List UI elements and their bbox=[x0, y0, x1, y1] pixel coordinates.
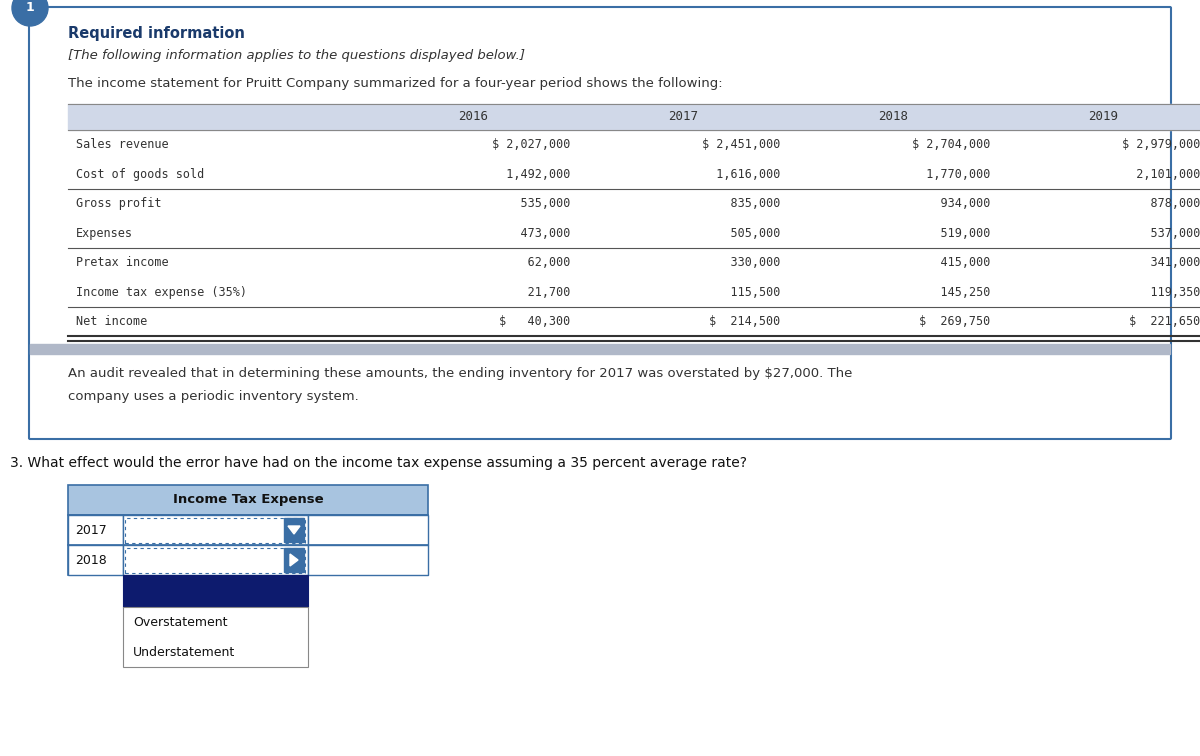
Text: Net income: Net income bbox=[76, 315, 148, 328]
Text: 878,000: 878,000 bbox=[1122, 197, 1200, 210]
Text: 1,492,000: 1,492,000 bbox=[492, 168, 570, 181]
Text: 3. What effect would the error have had on the income tax expense assuming a 35 : 3. What effect would the error have had … bbox=[10, 456, 746, 470]
Bar bbox=[308, 515, 428, 545]
Bar bbox=[68, 515, 124, 545]
Text: 2016: 2016 bbox=[458, 110, 488, 123]
Text: $   40,300: $ 40,300 bbox=[499, 315, 570, 328]
Text: 2018: 2018 bbox=[74, 553, 107, 566]
Text: 2017: 2017 bbox=[668, 110, 698, 123]
Text: 934,000: 934,000 bbox=[912, 197, 990, 210]
Text: 115,500: 115,500 bbox=[702, 286, 780, 299]
Text: 535,000: 535,000 bbox=[492, 197, 570, 210]
Bar bbox=[126, 518, 306, 543]
Text: Expenses: Expenses bbox=[76, 227, 133, 240]
Bar bbox=[68, 515, 428, 545]
Text: Income Tax Expense: Income Tax Expense bbox=[173, 494, 323, 507]
Text: 505,000: 505,000 bbox=[702, 227, 780, 240]
Text: 473,000: 473,000 bbox=[492, 227, 570, 240]
Bar bbox=[284, 548, 304, 572]
Text: 537,000: 537,000 bbox=[1122, 227, 1200, 240]
Text: 330,000: 330,000 bbox=[702, 256, 780, 269]
Text: $ 2,704,000: $ 2,704,000 bbox=[912, 138, 990, 151]
Text: $ 2,027,000: $ 2,027,000 bbox=[492, 138, 570, 151]
Bar bbox=[124, 545, 308, 575]
Text: Pretax income: Pretax income bbox=[76, 256, 169, 269]
Text: 2017: 2017 bbox=[74, 523, 107, 537]
Text: $  269,750: $ 269,750 bbox=[919, 315, 990, 328]
Text: $ 2,451,000: $ 2,451,000 bbox=[702, 138, 780, 151]
Text: Income tax expense (35%): Income tax expense (35%) bbox=[76, 286, 247, 299]
Text: 2,101,000: 2,101,000 bbox=[1122, 168, 1200, 181]
Bar bbox=[68, 545, 428, 575]
Text: Gross profit: Gross profit bbox=[76, 197, 162, 210]
Text: 519,000: 519,000 bbox=[912, 227, 990, 240]
Bar bbox=[124, 515, 308, 545]
Bar bbox=[68, 545, 124, 575]
Bar bbox=[68, 485, 428, 515]
Text: 341,000: 341,000 bbox=[1122, 256, 1200, 269]
Text: 1,616,000: 1,616,000 bbox=[702, 168, 780, 181]
Text: The income statement for Pruitt Company summarized for a four-year period shows : The income statement for Pruitt Company … bbox=[68, 78, 722, 91]
FancyBboxPatch shape bbox=[29, 7, 1171, 439]
Text: $ 2,979,000: $ 2,979,000 bbox=[1122, 138, 1200, 151]
Text: An audit revealed that in determining these amounts, the ending inventory for 20: An audit revealed that in determining th… bbox=[68, 367, 852, 380]
Text: 835,000: 835,000 bbox=[702, 197, 780, 210]
Text: [The following information applies to the questions displayed below.]: [The following information applies to th… bbox=[68, 49, 526, 63]
Bar bbox=[124, 575, 308, 607]
Text: 415,000: 415,000 bbox=[912, 256, 990, 269]
Text: Understatement: Understatement bbox=[133, 646, 235, 658]
Text: 21,700: 21,700 bbox=[492, 286, 570, 299]
Text: 119,350: 119,350 bbox=[1122, 286, 1200, 299]
Text: 1,770,000: 1,770,000 bbox=[912, 168, 990, 181]
Bar bbox=[68, 104, 1200, 130]
Bar bbox=[284, 518, 304, 542]
Text: 1: 1 bbox=[25, 2, 35, 14]
Bar bbox=[124, 607, 308, 667]
Text: $  214,500: $ 214,500 bbox=[709, 315, 780, 328]
Bar bbox=[308, 545, 428, 575]
Text: Sales revenue: Sales revenue bbox=[76, 138, 169, 151]
Text: 62,000: 62,000 bbox=[492, 256, 570, 269]
Text: 2018: 2018 bbox=[878, 110, 908, 123]
Text: $  221,650: $ 221,650 bbox=[1129, 315, 1200, 328]
Circle shape bbox=[12, 0, 48, 26]
Text: 2019: 2019 bbox=[1088, 110, 1118, 123]
Text: company uses a periodic inventory system.: company uses a periodic inventory system… bbox=[68, 391, 359, 404]
Text: Required information: Required information bbox=[68, 26, 245, 42]
Polygon shape bbox=[288, 526, 300, 534]
Bar bbox=[126, 547, 306, 572]
Text: Cost of goods sold: Cost of goods sold bbox=[76, 168, 204, 181]
Bar bbox=[30, 344, 1170, 354]
Polygon shape bbox=[290, 554, 298, 566]
Text: 145,250: 145,250 bbox=[912, 286, 990, 299]
Text: Overstatement: Overstatement bbox=[133, 615, 228, 628]
